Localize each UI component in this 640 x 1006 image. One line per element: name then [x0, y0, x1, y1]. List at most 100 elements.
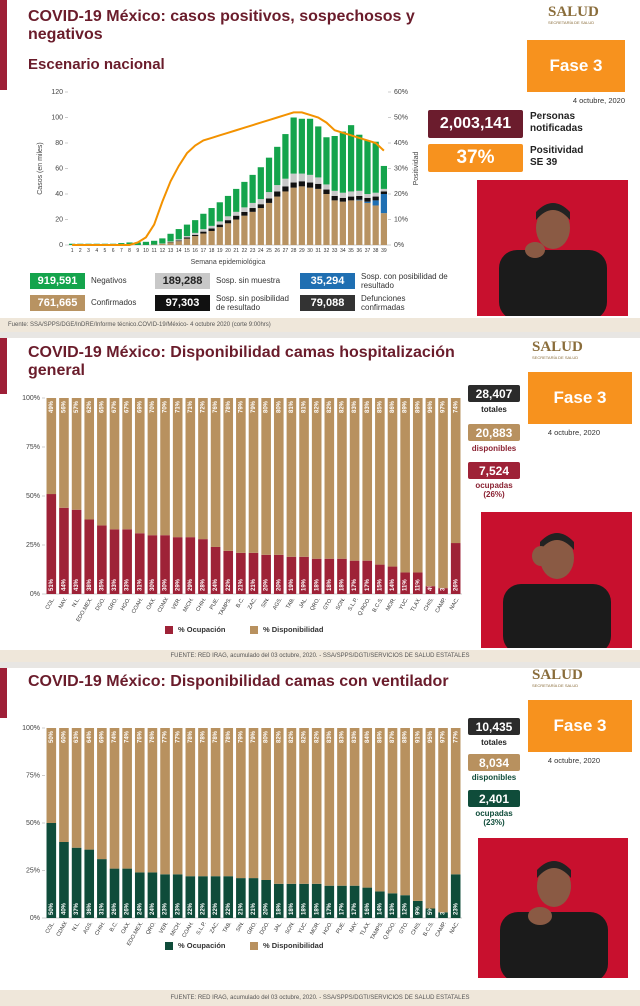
value-label: 44% — [62, 578, 68, 591]
x-tick-label: GTO. — [398, 920, 410, 935]
x-tick-label: 39 — [381, 248, 387, 254]
value-label: 96% — [428, 400, 434, 413]
y-tick-label: 120 — [51, 89, 63, 96]
value-label: 18% — [302, 902, 308, 915]
value-label: 72% — [201, 400, 207, 413]
bar — [109, 398, 120, 530]
bar — [380, 191, 388, 194]
footer: Fuente: SSA/SPPS/DGE/InDRE/Informe técni… — [0, 318, 640, 332]
value-label: 82% — [340, 400, 346, 413]
legend-swatch: 79,088 — [300, 295, 355, 311]
bar — [273, 883, 284, 918]
bar — [400, 572, 410, 594]
bar — [122, 728, 132, 869]
x-tick-label: 10 — [143, 248, 149, 254]
bar — [438, 728, 448, 913]
bar — [400, 895, 410, 918]
bar — [372, 192, 379, 197]
bar — [248, 728, 259, 879]
bar — [200, 231, 207, 234]
title: COVID-19 México: Disponibilidad camas ho… — [28, 344, 455, 379]
legend-swatch: 919,591 — [30, 273, 85, 289]
value-label: 50% — [49, 730, 55, 743]
bar — [172, 398, 183, 538]
bar — [356, 195, 363, 200]
value-label: 78% — [213, 730, 219, 743]
value-label: 11% — [415, 579, 421, 591]
bar — [339, 201, 346, 245]
bar — [257, 167, 264, 200]
bar — [208, 230, 215, 245]
bar — [380, 213, 388, 245]
value-label: 83% — [352, 400, 358, 413]
value-label: 30% — [150, 578, 156, 591]
bar — [323, 137, 330, 185]
value-label: 33% — [125, 578, 131, 591]
x-tick-label: ZAC. — [209, 920, 221, 934]
x-tick-label: 23 — [250, 248, 256, 254]
value-label: 29% — [175, 578, 181, 591]
x-tick-label: 37 — [365, 248, 371, 254]
x-tick-label: B.C. — [235, 596, 246, 609]
value-label: 82% — [302, 730, 308, 743]
bar — [46, 728, 57, 823]
bar — [450, 543, 461, 594]
x-tick-label: 25 — [266, 248, 272, 254]
value-label: 16% — [365, 902, 371, 915]
value-label: 82% — [314, 730, 320, 743]
value-label: 74% — [125, 730, 131, 743]
bar — [59, 398, 69, 508]
logo-text: SALUD — [548, 4, 599, 20]
bar — [224, 195, 232, 217]
x-tick-label: 11 — [152, 248, 157, 254]
x-tick-label: 3 — [87, 248, 90, 254]
bar — [298, 181, 305, 187]
value-label: 74% — [112, 730, 118, 743]
x-tick-label: 2 — [79, 248, 82, 254]
bar — [236, 728, 246, 879]
x-tick-label: VER. — [158, 920, 170, 935]
bar — [298, 186, 305, 245]
x-tick-label: 17 — [201, 248, 207, 254]
legend-swatch — [250, 942, 258, 950]
y-tick-label: 40 — [55, 191, 63, 198]
x-tick-label: 5 — [104, 248, 107, 254]
x-tick-label: MICH. — [182, 596, 195, 613]
x-tick-label: MOR. — [385, 596, 398, 612]
x-tick-label: B.C.S. — [372, 596, 385, 613]
value-label: 83% — [365, 400, 371, 413]
bar — [249, 208, 256, 212]
value-label: 18% — [314, 902, 320, 915]
chart: 0%25%50%75%100%COL. NAY. N.L.EDO.MEX. DGO. G… — [22, 395, 462, 634]
value-label: 26% — [453, 578, 459, 591]
bar — [147, 728, 158, 873]
bar — [347, 200, 355, 245]
bar — [286, 728, 297, 884]
x-tick-label: B.C. — [109, 920, 120, 933]
bar — [400, 728, 410, 896]
x-tick-label: 1 — [71, 248, 74, 254]
value-label: 28% — [201, 578, 207, 591]
bar — [311, 558, 322, 594]
value-label: 30% — [163, 578, 169, 591]
bar — [224, 216, 232, 221]
stripe — [0, 338, 7, 394]
bar — [412, 728, 423, 901]
x-tick-label: COAH. — [131, 596, 145, 614]
bar — [160, 398, 170, 536]
bar — [185, 728, 196, 877]
x-tick-label: S.L.P. — [196, 920, 209, 936]
stat-value: 10,435 — [468, 718, 520, 735]
value-label: 37% — [74, 902, 80, 915]
legend-swatch: 761,665 — [30, 295, 85, 311]
value-label: 70% — [150, 400, 156, 413]
value-label: 40% — [62, 902, 68, 915]
bar — [356, 134, 363, 191]
value-label: 80% — [276, 400, 282, 413]
bar — [71, 847, 82, 918]
bar — [425, 586, 436, 594]
value-label: 81% — [289, 400, 295, 413]
value-label: 79% — [238, 400, 244, 413]
bar — [349, 728, 360, 886]
